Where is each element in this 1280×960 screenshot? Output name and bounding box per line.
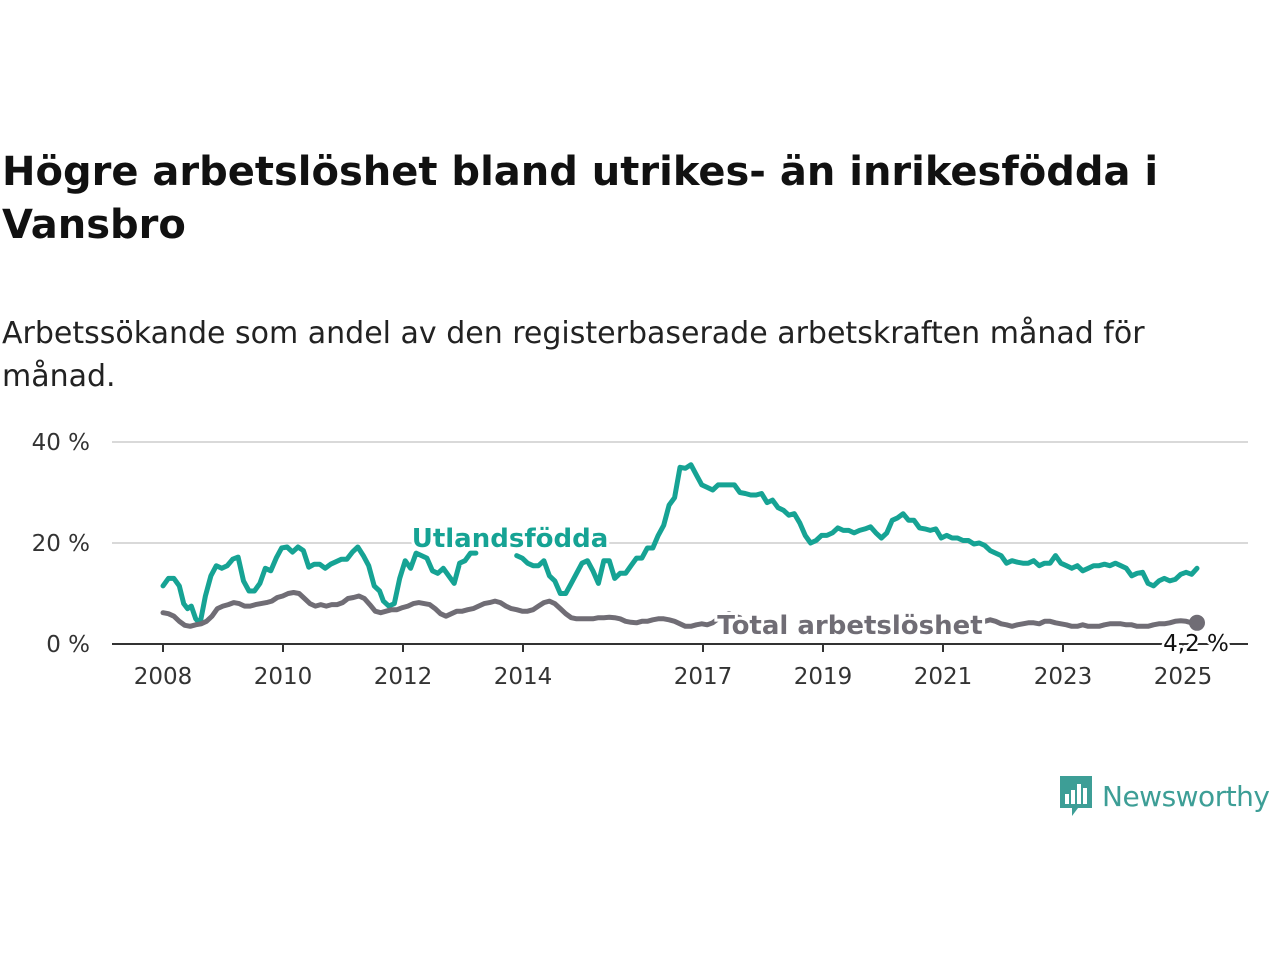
y-tick-label: 20 % (32, 531, 90, 557)
series-label-utlandsfodda: Utlandsfödda (412, 524, 609, 554)
chart-subtitle: Arbetssökande som andel av den registerb… (2, 316, 1145, 394)
x-tick-label: 2014 (494, 664, 553, 690)
y-tick-label: 0 % (46, 632, 90, 658)
end-point-marker (1189, 614, 1205, 631)
y-tick-label: 40 % (32, 430, 90, 456)
series-line-utlandsfodda (462, 550, 479, 564)
x-tick-label: 2017 (674, 664, 733, 690)
x-tick-label: 2010 (254, 664, 313, 690)
x-tick-label: 2008 (134, 664, 193, 690)
x-tick-label: 2019 (794, 664, 853, 690)
series-line-utlandsfodda (160, 544, 468, 627)
series-line-utlandsfodda (514, 462, 1200, 596)
series-line-total (160, 590, 737, 629)
x-tick-label: 2023 (1034, 664, 1093, 690)
grid-lines (112, 441, 1248, 645)
newsworthy-logo-icon (1060, 776, 1092, 816)
x-tick-label: 2021 (914, 664, 973, 690)
series-labels: Utlandsfödda Total arbetslöshet 4,2 % (409, 521, 1232, 660)
x-tick-label: 2025 (1154, 664, 1213, 690)
series-line-total (731, 613, 743, 621)
x-axis: 2008 2010 2012 2014 2017 2019 2021 2023 2025 (134, 644, 1213, 690)
brand-logo: Newsworthy (1058, 774, 1270, 818)
series-label-total: Total arbetslöshet (717, 611, 982, 641)
x-tick-label: 2012 (374, 664, 433, 690)
brand-name: Newsworthy (1102, 779, 1270, 813)
y-axis: 0 % 20 % 40 % (32, 430, 90, 658)
line-chart: 0 % 20 % 40 % 2008 2010 2012 2014 2017 2019 2021… (32, 430, 1248, 690)
end-value-label: 4,2 % (1163, 631, 1229, 657)
series-lines (160, 462, 1205, 631)
series-line-total (982, 617, 1200, 629)
chart-title: Högre arbetslöshet bland utrikes- än inr… (2, 149, 1159, 248)
